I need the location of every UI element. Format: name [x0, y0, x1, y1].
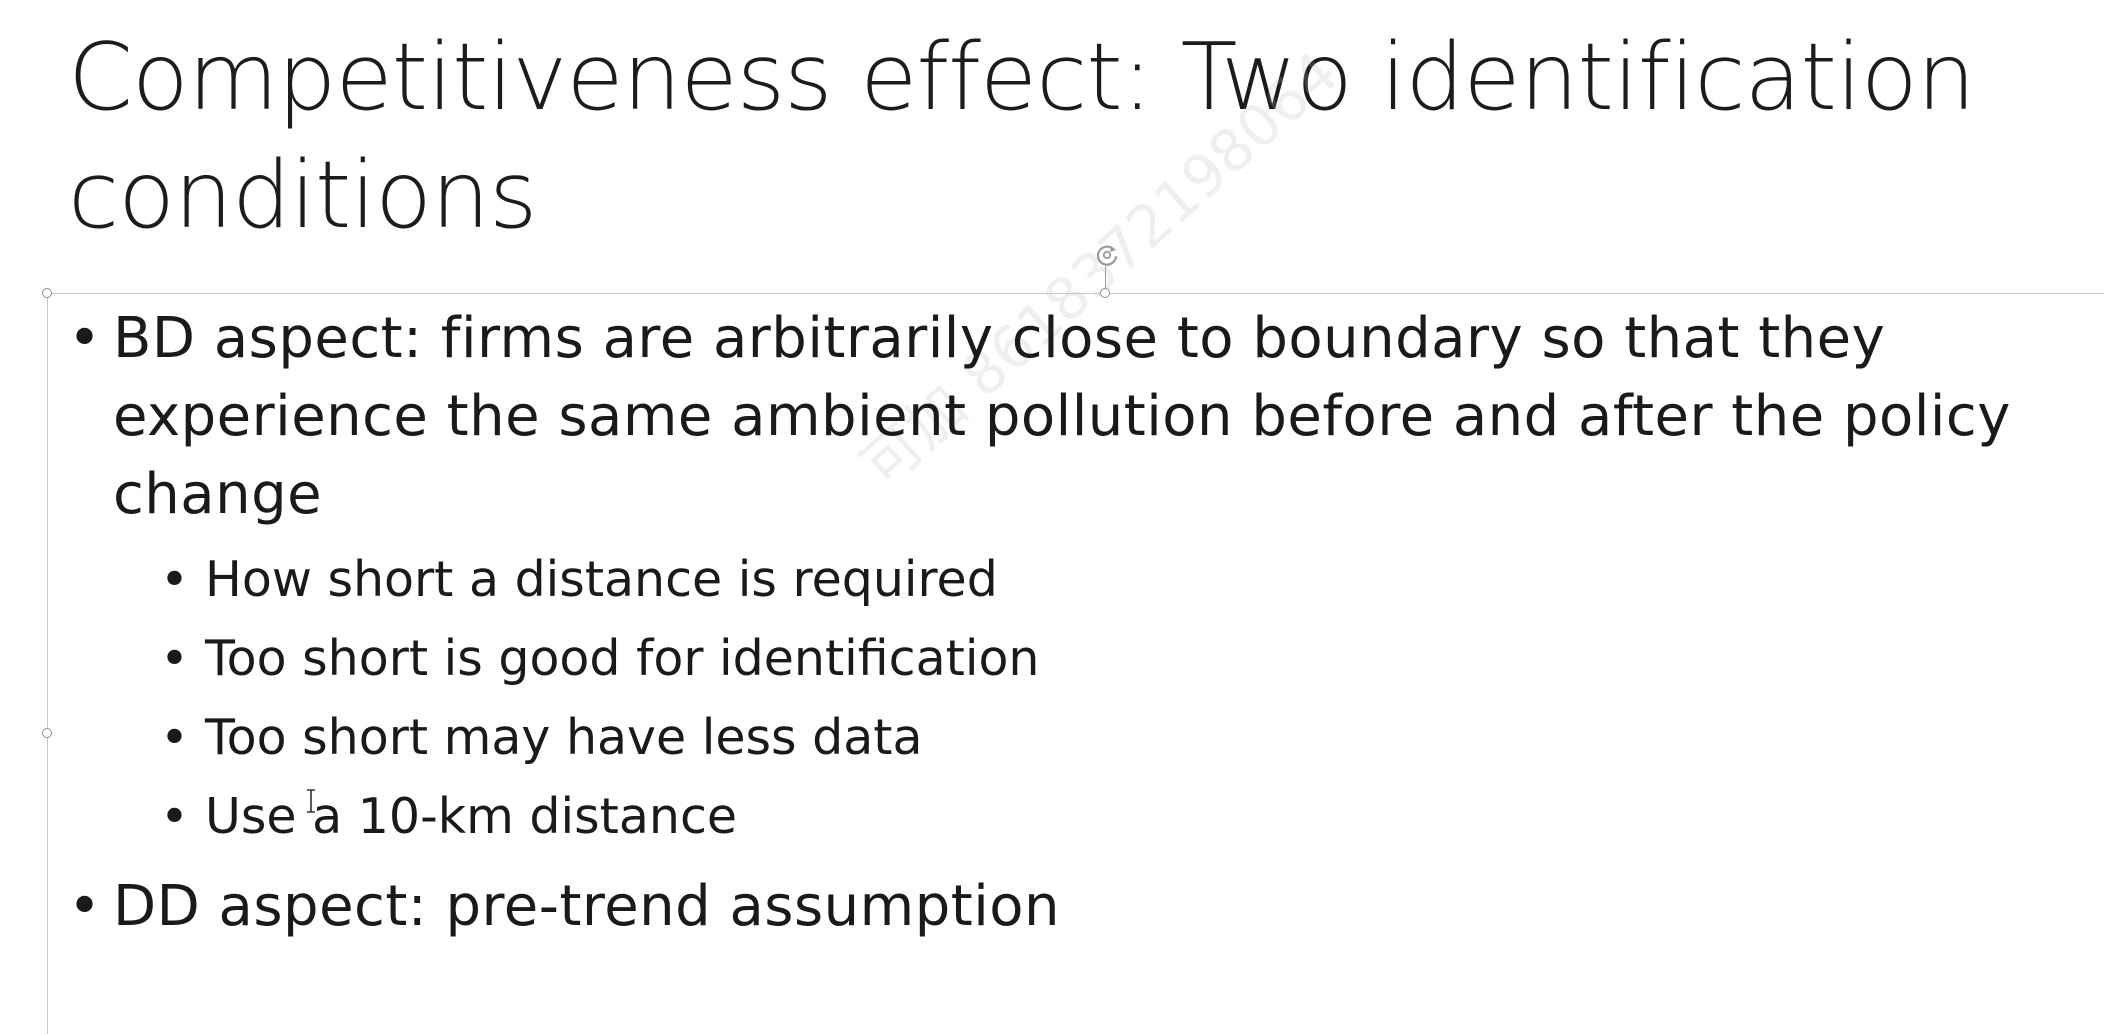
bullet-glyph: •	[160, 630, 189, 687]
slide-title[interactable]: Competitiveness effect: Two identificati…	[68, 23, 1976, 249]
bullet-glyph: •	[68, 874, 102, 939]
bullet-glyph: •	[160, 709, 189, 766]
sub-bullet: • How short a distance is required	[0, 540, 2104, 619]
sub-bullet-text: Too short may have less data	[205, 709, 923, 766]
sub-bullet: • Too short may have less data	[0, 698, 2104, 777]
bullet-text: DD aspect: pre-trend assumption	[113, 874, 1061, 939]
bullet-bd-aspect: • BD aspect: firms are arbitrarily close…	[0, 300, 2063, 534]
bullet-glyph: •	[160, 551, 189, 608]
textbox-frame-left	[47, 293, 48, 1034]
sub-bullet-text: Too short is good for identification	[205, 630, 1040, 687]
bullet-glyph: •	[68, 306, 102, 371]
resize-handle-top-center[interactable]	[1100, 288, 1110, 298]
bullet-glyph: •	[160, 788, 189, 845]
rotate-handle-icon[interactable]	[1092, 240, 1122, 270]
rotate-handle-stem	[1105, 266, 1106, 289]
text-cursor-icon	[307, 789, 315, 813]
resize-handle-middle-left[interactable]	[42, 728, 52, 738]
sub-bullet: • Too short is good for identification	[0, 619, 2104, 698]
sub-bullet-text: Use a 10-km distance	[205, 788, 738, 845]
slide-body[interactable]: • BD aspect: firms are arbitrarily close…	[0, 300, 2104, 946]
sub-bullet: • Use a 10-km distance	[0, 777, 2104, 856]
bullet-dd-aspect: • DD aspect: pre-trend assumption	[0, 868, 2063, 946]
textbox-frame-top	[47, 293, 2104, 294]
sub-bullet-text: How short a distance is required	[205, 551, 998, 608]
bullet-text: BD aspect: firms are arbitrarily close t…	[113, 306, 2011, 527]
resize-handle-top-left[interactable]	[42, 288, 52, 298]
